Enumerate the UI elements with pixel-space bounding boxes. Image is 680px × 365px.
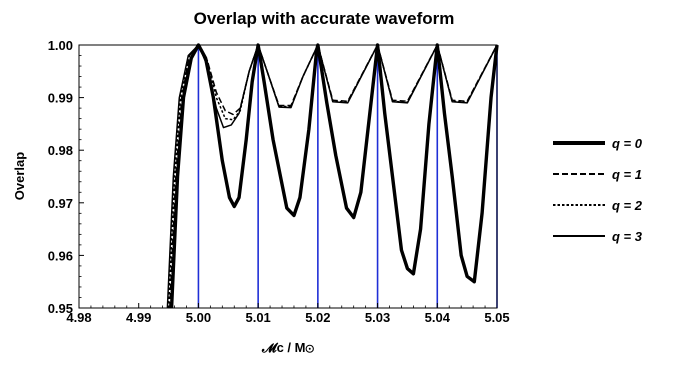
x-tick-label: 4.98 [66,310,91,325]
legend-label-1: q = 1 [612,167,642,182]
legend-label-0: q = 0 [612,136,643,151]
plot-frame [78,44,498,309]
x-tick-label: 5.02 [305,310,330,325]
x-tick-label: 5.05 [484,310,509,325]
y-axis-ticks: 0.95 0.96 0.97 0.98 0.99 1.00 [48,38,84,316]
x-tick-label: 5.04 [425,310,451,325]
x-tick-label: 5.01 [245,310,270,325]
curves [166,43,499,309]
y-tick-label: 0.95 [48,301,73,316]
series-line-3 [166,44,498,309]
y-tick-label: 0.98 [48,143,73,158]
chart-title: Overlap with accurate waveform [194,9,455,28]
x-tick-label: 5.00 [186,310,211,325]
x-tick-label: 4.99 [126,310,151,325]
x-axis-ticks: 4.98 4.99 5.00 5.01 5.02 5.03 5.04 5.05 [66,303,510,325]
y-axis-label: Overlap [12,152,27,200]
x-axis-label: 𝓜c / M⊙ [261,340,314,355]
series-line-0 [169,43,499,309]
y-tick-label: 0.96 [48,248,73,263]
legend-label-2: q = 2 [612,198,643,213]
y-tick-label: 0.99 [48,91,73,106]
y-tick-label: 1.00 [48,38,73,53]
legend: q = 0 q = 1 q = 2 q = 3 [553,136,643,244]
legend-label-3: q = 3 [612,229,643,244]
y-tick-label: 0.97 [48,196,73,211]
x-tick-label: 5.03 [365,310,390,325]
